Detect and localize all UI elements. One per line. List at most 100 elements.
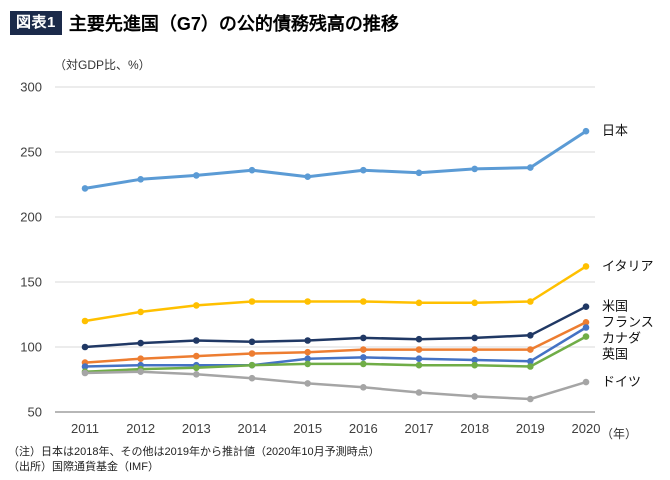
- data-point: [137, 355, 144, 363]
- data-point: [582, 378, 590, 386]
- y-tick-label: 300: [20, 80, 42, 95]
- data-point: [415, 346, 423, 353]
- series-label-カナダ: カナダ: [602, 331, 641, 346]
- data-point: [193, 302, 200, 309]
- data-point: [582, 263, 590, 270]
- data-point: [527, 358, 534, 365]
- series-label-日本: 日本: [602, 123, 628, 138]
- data-point: [471, 361, 478, 369]
- data-point: [248, 298, 256, 305]
- data-point: [304, 298, 311, 305]
- y-tick-label: 100: [20, 340, 42, 355]
- data-point: [415, 389, 423, 396]
- y-tick-label: 200: [20, 210, 42, 225]
- data-point: [360, 346, 367, 353]
- data-point: [415, 361, 423, 369]
- x-tick-label: 2015: [293, 421, 322, 436]
- data-point: [360, 360, 367, 368]
- data-point: [360, 354, 367, 361]
- data-point: [248, 374, 256, 382]
- y-tick-label: 250: [20, 145, 42, 160]
- data-point: [81, 317, 89, 325]
- data-point: [248, 166, 256, 174]
- x-tick-label: 2016: [349, 421, 378, 436]
- data-point: [193, 364, 200, 372]
- note-data-source: （出所）国際通貨基金（IMF）: [8, 461, 159, 474]
- data-point: [471, 334, 478, 342]
- data-point: [582, 319, 590, 326]
- data-point: [415, 335, 423, 343]
- data-point: [81, 363, 89, 370]
- x-tick-label: 2012: [126, 421, 155, 436]
- data-point: [81, 343, 89, 351]
- data-point: [193, 337, 200, 344]
- data-point: [582, 333, 590, 340]
- series-line-フランス: [83, 321, 588, 364]
- data-point: [248, 350, 256, 357]
- data-point: [304, 348, 311, 356]
- series-label-英国: 英国: [602, 347, 628, 362]
- note-source-note: （注）日本は2018年、その他は2019年から推計値（2020年10月予測時点）: [8, 446, 380, 459]
- data-point: [360, 298, 367, 305]
- data-point: [137, 339, 144, 347]
- data-point: [81, 185, 89, 192]
- data-point: [304, 360, 311, 368]
- chart-header: 図表1 主要先進国（G7）の公的債務残高の推移: [10, 10, 399, 36]
- data-point: [415, 169, 423, 177]
- data-point: [360, 166, 367, 174]
- x-tick-label: 2018: [460, 421, 489, 436]
- x-tick-label: 2017: [405, 421, 434, 436]
- data-point: [81, 369, 89, 377]
- series-line-英国: [83, 335, 588, 373]
- x-tick-label: 2014: [238, 421, 267, 436]
- data-point: [527, 395, 534, 403]
- series-line-米国: [83, 305, 588, 349]
- y-tick-label: 150: [20, 275, 42, 290]
- data-point: [582, 324, 590, 331]
- footnotes: （注）日本は2018年、その他は2019年から推計値（2020年10月予測時点）…: [8, 445, 380, 475]
- series-line-日本: [83, 129, 588, 190]
- series-line-カナダ: [83, 326, 588, 368]
- data-point: [527, 332, 534, 339]
- data-point: [471, 346, 478, 353]
- x-axis-unit-label: （年）: [601, 427, 637, 441]
- x-tick-label: 2013: [182, 421, 211, 436]
- series-line-ドイツ: [83, 370, 588, 401]
- series-line-イタリア: [83, 265, 588, 323]
- data-point: [137, 308, 144, 316]
- chart-area: 50 100 150 200 250 300 2011 2012 2013 2014 2015 201…: [0, 74, 670, 450]
- y-axis-unit-label: （対GDP比、%）: [54, 58, 151, 72]
- series-label-ドイツ: ドイツ: [602, 374, 641, 389]
- data-point: [304, 380, 311, 387]
- data-point: [304, 173, 311, 180]
- series-label-米国: 米国: [602, 299, 628, 314]
- data-point: [193, 352, 200, 360]
- data-point: [527, 363, 534, 370]
- data-point: [527, 346, 534, 353]
- data-point: [193, 371, 200, 378]
- data-point: [415, 355, 423, 363]
- data-point: [304, 337, 311, 344]
- data-point: [527, 298, 534, 305]
- x-tick-label: 2011: [71, 421, 99, 436]
- data-point: [137, 176, 144, 183]
- data-point: [304, 355, 311, 363]
- data-point: [471, 393, 478, 400]
- data-point: [193, 172, 200, 179]
- page-title: 主要先進国（G7）の公的債務残高の推移: [68, 14, 399, 34]
- data-point: [471, 356, 478, 364]
- g7-debt-line-chart: 50 100 150 200 250 300 2011 2012 2013 2014 2015 201…: [20, 80, 654, 442]
- data-point: [582, 303, 590, 310]
- data-point: [582, 127, 590, 135]
- data-point: [471, 299, 478, 307]
- figure-badge: 図表1: [10, 11, 62, 35]
- data-point: [360, 384, 367, 391]
- series-label-イタリア: イタリア: [602, 258, 653, 273]
- series-label-フランス: フランス: [602, 315, 654, 330]
- data-point: [415, 299, 423, 307]
- data-point: [137, 368, 144, 376]
- y-tick-label: 50: [28, 405, 42, 420]
- x-tick-label: 2020: [572, 421, 601, 436]
- data-point: [248, 338, 256, 346]
- data-point: [360, 334, 367, 342]
